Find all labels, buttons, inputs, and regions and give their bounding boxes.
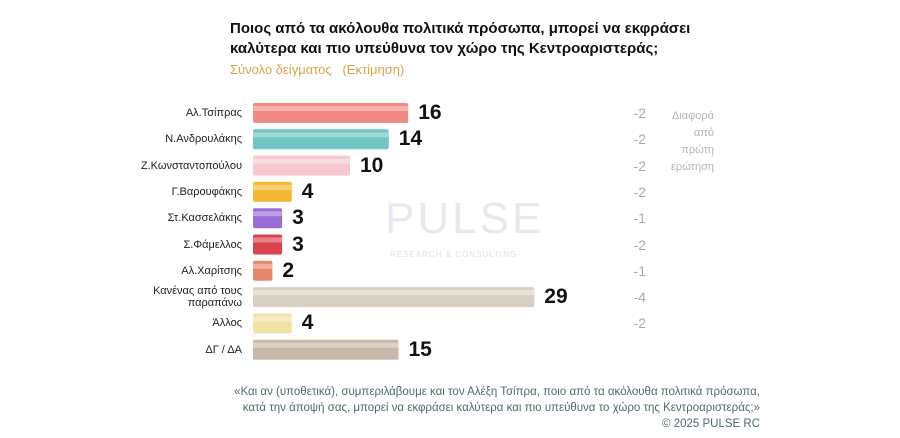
chart-title: καλύτερα και πιο υπεύθυνα τον χώρο της Κ… <box>230 40 659 57</box>
value-label: 2 <box>282 258 295 282</box>
diff-label: -2 <box>633 131 646 148</box>
footnote: κατά την άποψή σας, μπορεί να εκφράσει κ… <box>242 402 760 414</box>
category-label: Άλλος <box>212 317 242 330</box>
bar-shine <box>253 132 389 138</box>
category-label: Κανένας από τους παραπάνω <box>153 285 242 310</box>
bar-shine <box>253 263 273 269</box>
watermark-sub: RESEARCH & CONSULTING <box>390 250 518 259</box>
value-label: 16 <box>418 101 442 124</box>
bar-shine <box>253 158 350 164</box>
bar <box>253 260 273 281</box>
value-label: 10 <box>360 153 384 177</box>
category-label: Ζ.Κωνσταντοπούλου <box>140 159 242 172</box>
watermark: PULSE <box>385 194 545 243</box>
value-label: 29 <box>544 285 568 309</box>
bar-shine <box>253 184 292 190</box>
chart-subtitle: Σύνολο δείγματος (Εκτίμηση) <box>230 62 405 77</box>
bar-shine <box>253 106 409 111</box>
category-label: Στ.Κασσελάκης <box>167 212 242 225</box>
bar <box>253 287 535 308</box>
diff-label: -1 <box>633 262 646 279</box>
bar <box>253 181 292 202</box>
diff-label: -2 <box>633 236 646 253</box>
bar <box>253 103 409 123</box>
footnote: «Και αν (υποθετικά), συμπεριλάβουμε και … <box>234 386 760 398</box>
diff-header: Διαφορά από πρώτη ερώτηση <box>671 110 714 173</box>
value-label: 3 <box>292 206 304 230</box>
category-label: Ν.Ανδρουλάκης <box>165 133 242 146</box>
bar <box>253 208 283 229</box>
bar <box>253 129 389 150</box>
category-label: ΔΓ / ΔΑ <box>205 343 242 356</box>
diff-label: -2 <box>633 157 646 174</box>
diff-label: -1 <box>633 210 646 227</box>
diff-label: -2 <box>633 315 646 332</box>
bar <box>253 155 350 176</box>
copyright: © 2025 PULSE RC <box>662 418 760 430</box>
value-label: 3 <box>292 232 304 256</box>
category-label: Γ.Βαρουφάκης <box>171 185 242 198</box>
category-label: Αλ.Τσίπρας <box>185 107 242 119</box>
value-label: 14 <box>398 127 423 151</box>
category-label: Αλ.Χαρίτσης <box>181 264 242 277</box>
value-label: 15 <box>408 337 432 361</box>
diff-label: -2 <box>633 105 646 121</box>
bar <box>253 234 283 255</box>
bar-shine <box>253 316 292 322</box>
bar-shine <box>253 237 283 243</box>
category-label: Σ.Φάμελλος <box>183 238 243 251</box>
value-label: 4 <box>301 179 314 203</box>
bar-shine <box>253 290 535 296</box>
diff-label: -2 <box>633 183 646 200</box>
diff-label: -4 <box>633 289 646 306</box>
bar <box>253 339 399 360</box>
bar-shine <box>253 342 399 348</box>
bar <box>253 313 292 334</box>
chart-title: Ποιος από τα ακόλουθα πολιτικά πρόσωπα, … <box>230 20 691 37</box>
value-label: 4 <box>301 311 314 335</box>
bar-shine <box>253 211 283 217</box>
